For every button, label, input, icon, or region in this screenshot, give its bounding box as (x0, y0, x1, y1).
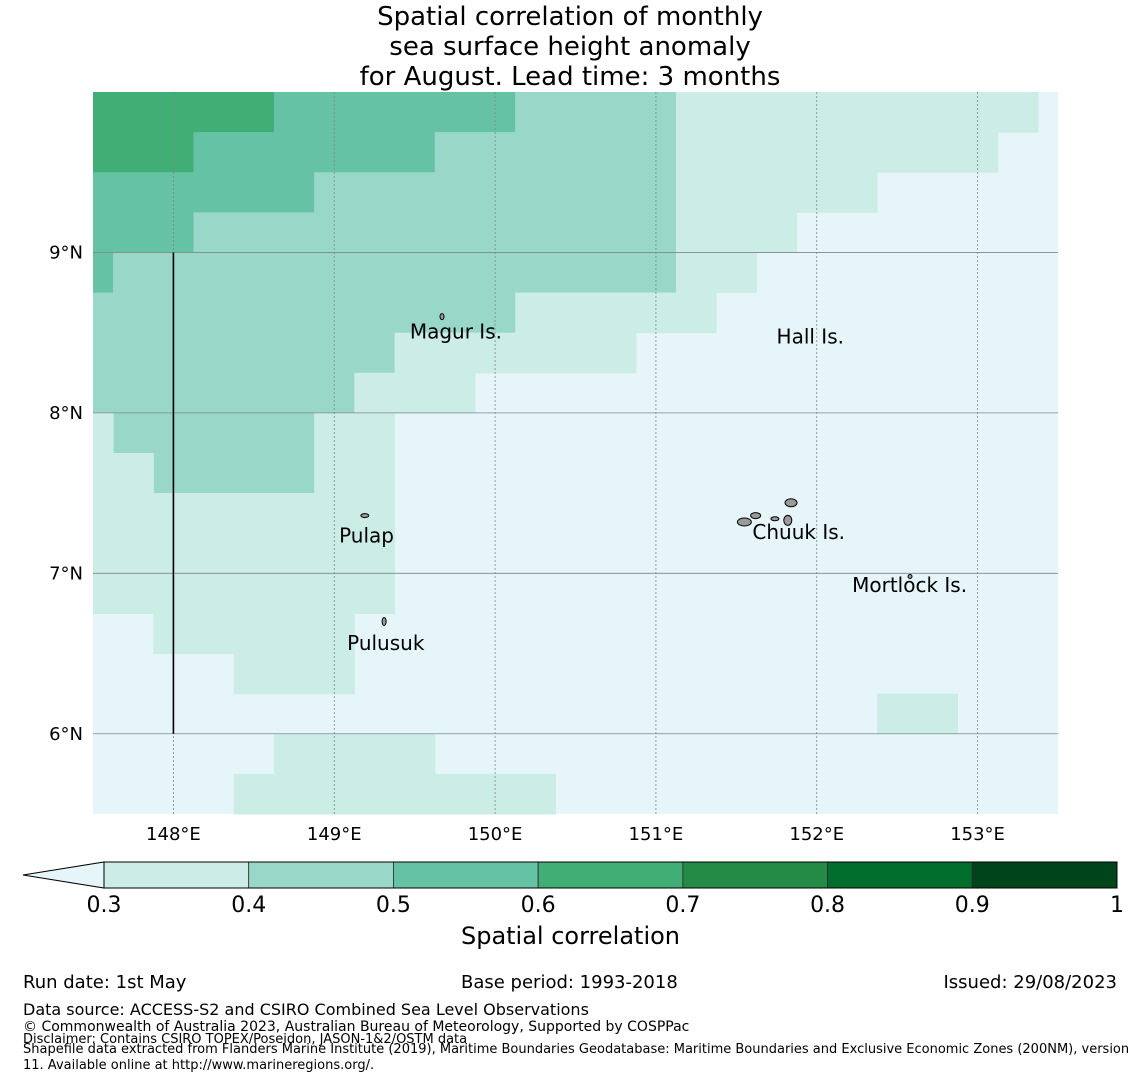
island-shape (783, 514, 793, 526)
copyright: © Commonwealth of Australia 2023, Austra… (23, 1019, 690, 1035)
correlation-cell (93, 172, 315, 213)
lat-tick-label: 6°N (49, 724, 83, 745)
colorbar-swatch (537, 861, 684, 889)
lon-tick-label: 153°E (950, 824, 1005, 845)
place-label: Mortlock Is. (852, 573, 967, 597)
correlation-cell (515, 292, 717, 334)
correlation-cell (113, 252, 677, 294)
island-shape (439, 313, 445, 321)
correlation-cell (93, 372, 355, 414)
colorbar-swatch (971, 861, 1118, 889)
colorbar-swatch (248, 861, 394, 889)
correlation-cell (676, 132, 999, 173)
correlation-cell (93, 493, 396, 574)
correlation-cell (153, 453, 315, 494)
correlation-cell (93, 332, 396, 374)
correlation-cell (676, 212, 798, 253)
issued-date: Issued: 29/08/2023 (943, 972, 1117, 993)
correlation-cell (354, 372, 476, 414)
correlation-cell (394, 332, 637, 374)
lon-tick-label: 151°E (629, 824, 684, 845)
place-label: Pulusuk (347, 631, 425, 655)
place-label: Hall Is. (777, 324, 844, 348)
run-date: Run date: 1st May (23, 972, 187, 993)
island-shape (360, 513, 370, 519)
colorbar-label: Spatial correlation (461, 922, 680, 950)
correlation-cell (233, 653, 355, 695)
correlation-cell (877, 693, 958, 735)
lon-tick-label: 149°E (307, 824, 362, 845)
correlation-cell (676, 92, 1039, 133)
map-plot-area: 148°E 149°E 150°E 151°E 152°E 153°E 6°N 7°N 8°N 9… (49, 92, 1058, 845)
disclaimer: Disclaimer: Contains CSIRO TOPEX/Poseido… (23, 1032, 468, 1047)
title-line-1: Spatial correlation of monthly (377, 2, 763, 32)
correlation-cell (273, 92, 516, 133)
lon-tick-label: 152°E (789, 824, 844, 845)
lat-tick-label: 9°N (49, 242, 83, 263)
correlation-cell (314, 453, 396, 494)
lon-tick-label: 148°E (146, 824, 201, 845)
colorbar-tick-label: 0.9 (955, 893, 990, 918)
colorbar-tick-label: 1 (1110, 893, 1124, 918)
lon-tick-label: 150°E (468, 824, 523, 845)
island-shape (381, 616, 387, 626)
correlation-cell (93, 92, 195, 173)
shapefile-credit: Shapefile data extracted from Flanders M… (23, 1042, 1130, 1073)
island-shape (907, 574, 913, 580)
map-figure: 148°E 149°E 150°E 151°E 152°E 153°E 6°N 7°N 8°N 9… (22, 92, 1124, 950)
correlation-cell (314, 412, 396, 454)
correlation-cell (515, 92, 677, 133)
correlation-cell (434, 132, 677, 173)
correlation-cell (233, 773, 556, 815)
island-shape (736, 517, 752, 527)
correlation-cell (93, 453, 154, 494)
correlation-cell (193, 92, 275, 133)
correlation-cell (193, 132, 436, 173)
colorbar-tick-label: 0.7 (665, 893, 700, 918)
correlation-cell (113, 412, 315, 454)
chart-title: Spatial correlation of monthly sea surfa… (270, 2, 870, 92)
colorbar-swatch (393, 861, 539, 889)
correlation-cell (93, 292, 516, 334)
island-shape (750, 512, 762, 520)
island-shape (784, 498, 798, 508)
place-label: Pulap (339, 523, 394, 547)
correlation-cell (93, 252, 114, 294)
colorbar-frame (103, 861, 1118, 889)
lat-tick-label: 7°N (49, 563, 83, 584)
colorbar-swatch (103, 861, 250, 889)
correlation-cell (676, 252, 757, 294)
island-shape (770, 516, 780, 522)
colorbar-extend-triangle (22, 861, 105, 889)
correlation-cell (153, 613, 355, 655)
correlation-cell (93, 573, 396, 614)
correlation-cell (93, 412, 114, 454)
colorbar-tick-label: 0.3 (87, 893, 122, 918)
place-label: Magur Is. (410, 320, 502, 344)
colorbar-tick-label: 0.8 (810, 893, 845, 918)
correlation-cell (273, 733, 436, 775)
base-period: Base period: 1993-2018 (461, 972, 678, 993)
colorbar-swatch (682, 861, 828, 889)
correlation-cell (676, 172, 878, 213)
correlation-cell (193, 212, 677, 253)
lat-tick-label: 8°N (49, 403, 83, 424)
colorbar-tick-label: 0.5 (376, 893, 411, 918)
title-line-2: sea surface height anomaly (389, 32, 751, 62)
colorbar-tick-label: 0.6 (521, 893, 556, 918)
title-line-3: for August. Lead time: 3 months (359, 62, 781, 92)
colorbar: 0.3 0.4 0.5 0.6 0.7 0.8 0.9 1 Spatial correlatio… (22, 861, 1124, 950)
colorbar-swatch (827, 861, 973, 889)
colorbar-tick-label: 0.4 (231, 893, 266, 918)
place-label: Chuuk Is. (752, 520, 845, 544)
data-source: Data source: ACCESS-S2 and CSIRO Combine… (23, 1000, 589, 1019)
correlation-cell (93, 212, 195, 253)
